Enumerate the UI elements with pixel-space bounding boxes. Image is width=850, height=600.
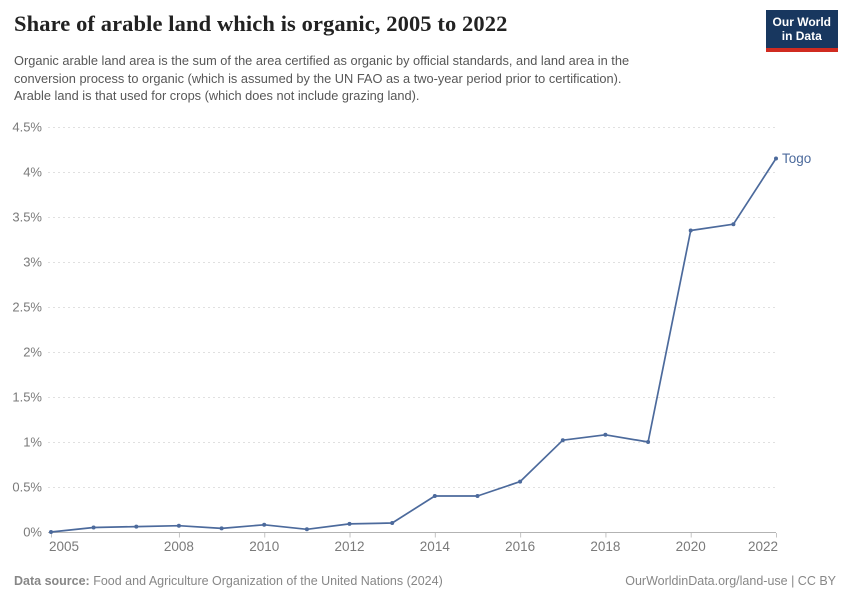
- owid-logo-line2: in Data: [781, 28, 822, 43]
- owid-logo: Our World in Data: [765, 10, 838, 52]
- subtitle-line: Arable land is that used for crops (whic…: [14, 88, 420, 104]
- y-tick-label: 0.5%: [12, 480, 42, 495]
- data-point: [49, 530, 53, 534]
- data-point: [432, 494, 437, 498]
- y-tick-label: 0%: [23, 525, 42, 540]
- x-tick-label: 2022: [748, 539, 778, 554]
- line-chart: 0% 0.5% 1% 1.5% 2% 2.5% 3% 3.5% 4% 4.5% 2005 2008 20…: [12, 120, 811, 555]
- y-tick-label: 3%: [23, 255, 42, 270]
- x-tick-label: 2008: [164, 539, 194, 554]
- page-title: Share of arable land which is organic, 2…: [14, 11, 508, 36]
- data-point: [731, 222, 736, 227]
- data-source-label: Data source:: [14, 574, 90, 588]
- data-point: [518, 479, 523, 484]
- data-point: [475, 494, 480, 498]
- y-tick-label: 4%: [23, 165, 42, 180]
- y-tick-label: 2.5%: [12, 300, 42, 315]
- x-tick-label: 2014: [420, 539, 451, 554]
- data-point: [603, 432, 608, 437]
- y-tick-label: 2%: [23, 345, 42, 360]
- data-point: [390, 521, 395, 525]
- data-point: [262, 522, 267, 527]
- chart-subtitle: Organic arable land area is the sum of t…: [14, 52, 629, 105]
- y-tick-label: 3.5%: [12, 210, 42, 225]
- data-point: [219, 526, 224, 531]
- x-tick-label: 2020: [676, 539, 706, 554]
- data-point: [91, 525, 96, 530]
- data-point: [774, 156, 778, 161]
- data-point: [176, 523, 181, 528]
- data-source-text: Food and Agriculture Organization of the…: [93, 574, 443, 588]
- series-end-label: Togo: [782, 151, 811, 166]
- data-point: [134, 524, 139, 529]
- data-point: [347, 521, 352, 526]
- x-tick-label: 2018: [590, 539, 620, 554]
- y-tick-label: 1.5%: [12, 390, 42, 405]
- chart-footer: Data source: Food and Agriculture Organi…: [14, 574, 836, 588]
- x-tick-label: 2005: [49, 539, 79, 554]
- x-tick-label: 2010: [249, 539, 279, 554]
- series-line-togo: [50, 158, 777, 533]
- y-tick-label: 1%: [23, 435, 42, 450]
- data-point: [646, 440, 651, 444]
- data-point: [560, 438, 565, 443]
- x-tick-label: 2016: [505, 539, 535, 554]
- data-source: Data source: Food and Agriculture Organi…: [14, 574, 443, 588]
- owid-logo-line1: Our World: [772, 15, 831, 29]
- x-tick-label: 2012: [335, 539, 365, 554]
- y-tick-label: 4.5%: [12, 120, 42, 135]
- data-point: [304, 527, 309, 532]
- footer-attribution: OurWorldinData.org/land-use | CC BY: [625, 574, 836, 588]
- data-point: [688, 228, 693, 233]
- subtitle-line: conversion process to organic (which is …: [14, 70, 622, 86]
- subtitle-line: Organic arable land area is the sum of t…: [14, 53, 630, 68]
